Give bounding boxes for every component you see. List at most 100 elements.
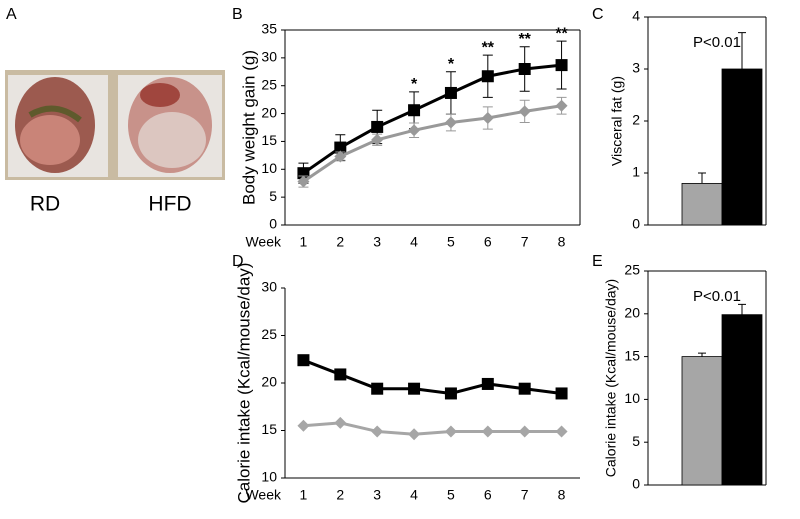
panel-label: C [592, 6, 604, 23]
marker [371, 133, 384, 146]
marker [334, 368, 347, 381]
marker [444, 425, 457, 438]
marker [444, 387, 457, 400]
photo-caption: RD [30, 193, 60, 216]
series-line [302, 104, 562, 183]
x-tick-label: 2 [336, 487, 344, 503]
series-line [302, 358, 562, 395]
x-tick-label: 2 [336, 234, 344, 250]
y-tick-label: 25 [261, 76, 277, 92]
y-tick-label: 4 [632, 8, 640, 24]
panel-label: D [232, 253, 244, 270]
x-axis-label: Week [245, 487, 282, 503]
y-tick-label: 15 [624, 347, 640, 363]
error-bar [738, 303, 746, 315]
y-tick-label: 1 [632, 164, 640, 180]
marker [297, 354, 310, 367]
bar [721, 68, 763, 226]
error-bar [738, 32, 746, 69]
marker [481, 425, 494, 438]
significance-mark: ** [555, 25, 568, 42]
x-tick-label: 8 [558, 487, 566, 503]
marker [371, 382, 384, 395]
marker [334, 141, 347, 154]
y-tick-label: 0 [269, 216, 277, 232]
y-tick-label: 35 [261, 21, 277, 37]
marker [518, 382, 531, 395]
y-tick-label: 20 [261, 104, 277, 120]
marker [297, 175, 310, 188]
y-tick-label: 3 [632, 60, 640, 76]
y-tick-label: 5 [632, 433, 640, 449]
significance-mark: ** [482, 39, 495, 56]
photo [5, 70, 225, 180]
marker [297, 419, 310, 432]
x-axis-label: Week [245, 234, 282, 250]
bar [721, 314, 763, 486]
x-tick-label: 3 [373, 234, 381, 250]
y-tick-label: 25 [261, 326, 277, 342]
marker [371, 120, 384, 133]
y-tick-label: 20 [261, 374, 277, 390]
marker [481, 377, 494, 390]
error-bar [698, 352, 706, 357]
y-tick-label: 0 [632, 476, 640, 492]
panel-label: E [592, 253, 603, 270]
significance-mark: ** [518, 31, 531, 48]
marker [371, 425, 384, 438]
x-tick-label: 7 [521, 487, 529, 503]
panel-label: A [6, 6, 17, 23]
x-tick-label: 4 [410, 487, 418, 503]
significance-mark: * [448, 56, 455, 73]
marker [518, 63, 531, 75]
y-axis-label: Calorie intake (Kcal/mouse/day) [603, 279, 619, 477]
marker [334, 416, 347, 429]
marker [444, 116, 457, 129]
y-tick-label: 10 [261, 469, 277, 485]
significance-mark: * [411, 76, 418, 93]
panel-label: B [232, 6, 243, 23]
marker [555, 387, 568, 400]
y-tick-label: 10 [261, 160, 277, 176]
marker [555, 59, 568, 72]
x-tick-label: 5 [447, 487, 455, 503]
marker [481, 70, 494, 83]
x-tick-label: 1 [300, 234, 308, 250]
y-tick-label: 20 [624, 305, 640, 321]
marker [408, 382, 421, 395]
annotation: P<0.01 [693, 34, 741, 51]
x-tick-label: 3 [373, 487, 381, 503]
marker [408, 104, 421, 117]
y-tick-label: 5 [269, 188, 277, 204]
y-tick-label: 10 [624, 390, 640, 406]
x-tick-label: 1 [300, 487, 308, 503]
y-tick-label: 2 [632, 112, 640, 128]
bar [681, 182, 723, 226]
y-tick-label: 0 [632, 216, 640, 232]
x-tick-label: 6 [484, 487, 492, 503]
marker [555, 425, 568, 438]
y-tick-label: 30 [261, 49, 277, 65]
series-line [303, 421, 562, 436]
marker [518, 425, 531, 438]
y-tick-label: 15 [261, 421, 277, 437]
error-bar [698, 172, 706, 184]
marker [334, 150, 347, 163]
y-axis-label: Body weight gain (g) [239, 50, 258, 205]
annotation: P<0.01 [693, 288, 741, 305]
series-line [302, 63, 562, 175]
marker [408, 428, 421, 441]
marker [408, 124, 421, 137]
marker [555, 99, 568, 112]
x-tick-label: 6 [484, 234, 492, 250]
y-tick-label: 25 [624, 262, 640, 278]
x-tick-label: 7 [521, 234, 529, 250]
y-axis-label: Calorie intake (Kcal/mouse/day) [234, 263, 253, 504]
x-tick-label: 8 [558, 234, 566, 250]
marker [444, 86, 457, 99]
marker [481, 112, 494, 125]
marker [518, 105, 531, 118]
bar [681, 356, 723, 486]
y-axis-label: Visceral fat (g) [609, 76, 625, 166]
